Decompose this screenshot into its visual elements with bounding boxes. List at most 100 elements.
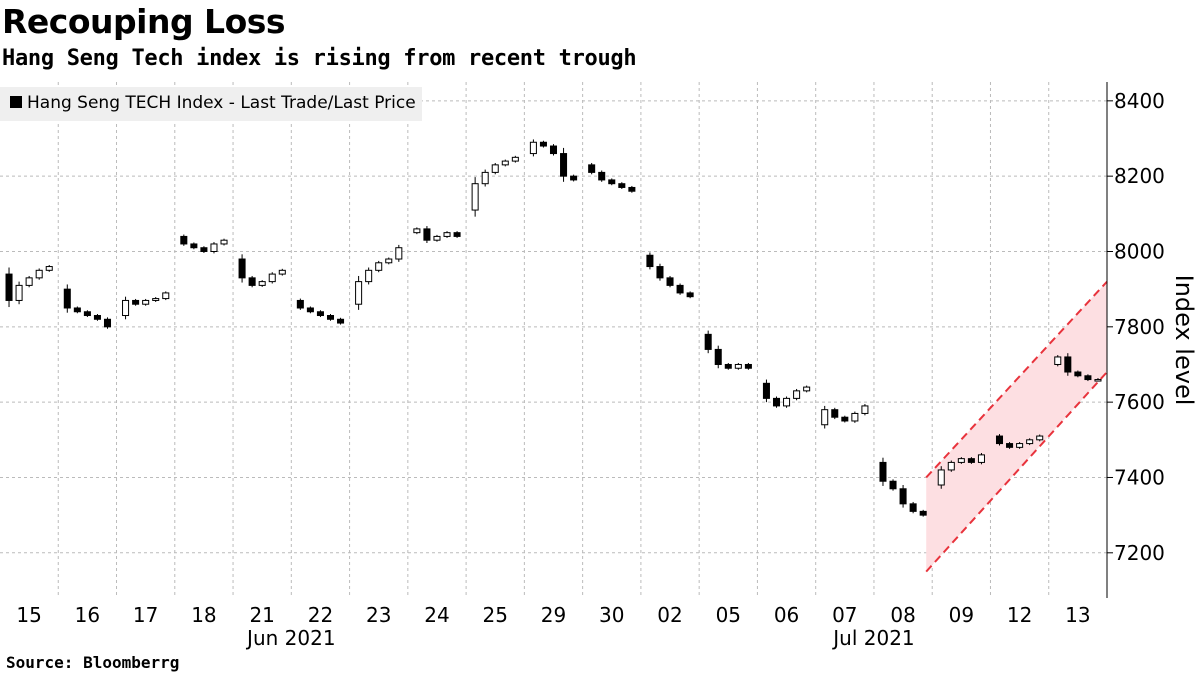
candle-body (365, 269, 373, 283)
candle-body (453, 232, 461, 237)
x-tick-label: 23 (366, 603, 391, 627)
candle-body (995, 435, 1004, 445)
candle-body (676, 284, 684, 294)
y-axis-title: Index level (1170, 275, 1198, 406)
x-tick-label: 15 (16, 603, 41, 627)
candle-body (83, 311, 91, 317)
x-tick-label: 17 (133, 603, 158, 627)
candle-body (851, 412, 859, 422)
candle-body (772, 397, 781, 407)
y-tick-label: 7800 (1114, 315, 1165, 339)
candle-body (734, 363, 742, 369)
y-tick-label: 8200 (1114, 164, 1165, 188)
x-tick-label: 25 (483, 603, 508, 627)
candle-body (588, 164, 596, 173)
candle-body (248, 277, 256, 286)
candle-body (443, 232, 451, 237)
candle-body (549, 145, 558, 155)
candle-body (744, 363, 752, 369)
month-label: Jun 2021 (245, 626, 336, 650)
candle-body (529, 141, 537, 155)
candle-body (142, 299, 150, 305)
candle-body (355, 281, 363, 305)
y-tick-label: 7600 (1114, 390, 1165, 414)
candle-body (598, 171, 606, 181)
candle-body (539, 141, 547, 147)
month-label: Jul 2021 (831, 626, 914, 650)
candle-body (861, 405, 869, 414)
candle-body (433, 235, 441, 241)
trend-channel (925, 280, 1108, 573)
x-tick-label: 08 (890, 603, 915, 627)
candle-body (899, 488, 907, 505)
candle-body (337, 318, 345, 324)
candle-body (919, 510, 927, 516)
x-tick-label: 06 (774, 603, 799, 627)
candle-body (724, 363, 732, 369)
candle-body (73, 307, 81, 313)
candle-body (1054, 356, 1062, 365)
source-note: Source: Bloomberrg (6, 653, 180, 672)
y-axis-ticks: 7200 7400 7600 7800 8000 8200 8400 (1107, 89, 1165, 565)
candle-body (162, 292, 170, 300)
candle-body (666, 277, 674, 286)
candle-body (152, 298, 160, 301)
candle-body (385, 258, 393, 264)
candle-body (1064, 356, 1072, 373)
candles (5, 139, 1102, 517)
candle-body (122, 299, 130, 317)
candle-body (15, 284, 23, 301)
candle-body (793, 390, 801, 399)
y-tick-label: 7400 (1114, 465, 1165, 489)
candle-body (326, 315, 335, 320)
candle-body (656, 266, 664, 279)
candle-body (511, 156, 519, 162)
x-tick-label: 12 (1007, 603, 1032, 627)
candle-body (93, 315, 101, 320)
candle-body (501, 160, 509, 166)
x-tick-label: 29 (541, 603, 566, 627)
candle-body (686, 292, 694, 298)
x-tick-label: 30 (599, 603, 624, 627)
x-tick-label: 07 (832, 603, 857, 627)
x-tick-label: 09 (949, 603, 974, 627)
candle-body (316, 311, 324, 317)
candle-body (608, 179, 616, 185)
candle-body (1036, 435, 1044, 441)
candle-body (5, 273, 13, 301)
candle-body (268, 273, 276, 283)
candle-body (762, 382, 770, 399)
candle-body (889, 480, 897, 490)
candle-body (618, 183, 626, 188)
x-tick-label: 02 (657, 603, 682, 627)
x-tick-label: 21 (249, 603, 274, 627)
candle-body (278, 269, 286, 275)
channel-upper-line (925, 280, 1108, 479)
y-tick-label: 8000 (1114, 239, 1165, 263)
x-tick-label: 13 (1065, 603, 1090, 627)
candle-body (1006, 443, 1014, 448)
x-tick-label: 22 (308, 603, 333, 627)
candle-body (704, 333, 712, 350)
x-tick-label: 24 (424, 603, 449, 627)
candle-body (1016, 443, 1024, 448)
gridlines (0, 82, 1107, 598)
candle-body (423, 228, 431, 241)
candle-body (947, 461, 955, 471)
candle-body (296, 299, 304, 309)
candle-body (395, 247, 403, 260)
candle-body (977, 454, 985, 463)
candle-body (841, 416, 849, 422)
candle-body (25, 277, 33, 286)
candle-body (220, 239, 228, 245)
candle-body (200, 247, 208, 252)
candle-body (570, 175, 578, 181)
x-tick-label: 05 (716, 603, 741, 627)
candle-body (714, 348, 722, 365)
legend: Hang Seng TECH Index - Last Trade/Last P… (0, 87, 422, 121)
candle-body (132, 299, 140, 305)
candle-body (1094, 379, 1102, 382)
candle-body (957, 458, 965, 463)
candle-body (210, 243, 218, 252)
